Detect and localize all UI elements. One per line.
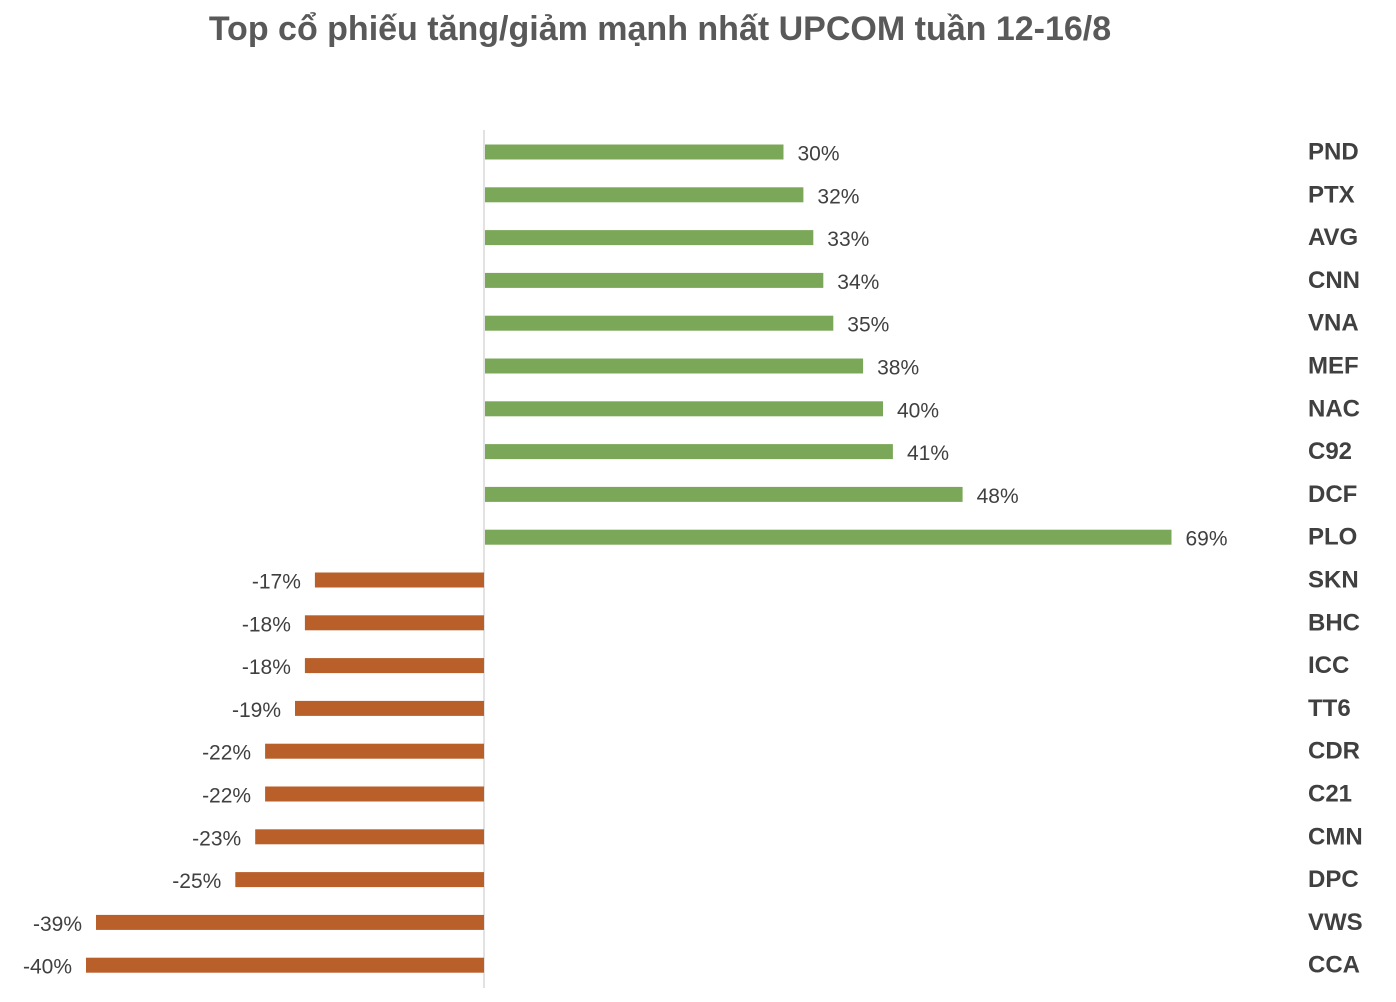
bar-ptx [485, 187, 804, 203]
bar-mef [485, 358, 864, 374]
bar-c92 [485, 444, 893, 460]
category-label-vna: VNA [1308, 310, 1359, 337]
value-label-ptx: 32% [817, 185, 859, 208]
value-label-vna: 35% [847, 314, 889, 337]
value-label-mef: 38% [877, 357, 919, 380]
category-label-tt6: TT6 [1308, 695, 1351, 722]
category-label-c21: C21 [1308, 781, 1352, 808]
bars-group [86, 144, 1172, 973]
category-label-icc: ICC [1308, 652, 1349, 679]
value-label-c21: -22% [202, 785, 251, 808]
category-label-cmn: CMN [1308, 823, 1363, 850]
category-label-ptx: PTX [1308, 181, 1355, 208]
value-label-plo: 69% [1186, 528, 1228, 551]
category-label-dpc: DPC [1308, 866, 1359, 893]
value-label-cmn: -23% [192, 827, 241, 850]
category-label-vws: VWS [1308, 909, 1363, 936]
value-label-dcf: 48% [977, 485, 1019, 508]
bar-pnd [485, 144, 784, 160]
category-label-avg: AVG [1308, 224, 1358, 251]
bar-c21 [265, 786, 484, 802]
category-label-c92: C92 [1308, 438, 1352, 465]
bar-plo [485, 529, 1172, 545]
category-label-nac: NAC [1308, 395, 1360, 422]
bar-bhc [304, 615, 484, 631]
bar-dpc [235, 872, 484, 888]
value-label-cdr: -22% [202, 742, 251, 765]
value-label-cca: -40% [23, 956, 72, 979]
value-label-cnn: 34% [837, 271, 879, 294]
value-label-pnd: 30% [798, 143, 840, 166]
bar-cdr [265, 743, 484, 759]
bar-tt6 [295, 700, 484, 716]
bar-cnn [485, 272, 824, 288]
bar-vna [485, 315, 834, 331]
category-label-cnn: CNN [1308, 267, 1360, 294]
value-label-icc: -18% [242, 656, 291, 679]
value-label-c92: 41% [907, 442, 949, 465]
value-label-dpc: -25% [172, 870, 221, 893]
category-label-skn: SKN [1308, 567, 1359, 594]
value-label-vws: -39% [33, 913, 82, 936]
value-label-nac: 40% [897, 399, 939, 422]
bar-skn [314, 572, 484, 588]
bar-avg [485, 230, 814, 246]
category-label-cdr: CDR [1308, 738, 1360, 765]
category-labels-group: PND PTX AVG CNN VNA MEF NAC C92 DCF PLO SKN BHC ICC T… [1308, 139, 1363, 979]
category-label-plo: PLO [1308, 524, 1357, 551]
bar-dcf [485, 486, 963, 502]
value-label-avg: 33% [827, 228, 869, 251]
bar-vws [96, 914, 484, 930]
bar-cca [86, 957, 484, 973]
value-labels-group: 30% 32% 33% 34% 35% 38% 40% 41% 48% 69% -17% -18% -1… [23, 143, 1228, 979]
category-label-bhc: BHC [1308, 609, 1360, 636]
bar-nac [485, 401, 883, 417]
category-label-dcf: DCF [1308, 481, 1357, 508]
category-label-mef: MEF [1308, 353, 1359, 380]
bar-cmn [255, 829, 484, 845]
value-label-bhc: -18% [242, 613, 291, 636]
bar-icc [304, 658, 484, 674]
value-label-skn: -17% [252, 571, 301, 594]
value-label-tt6: -19% [232, 699, 281, 722]
category-label-pnd: PND [1308, 139, 1359, 166]
chart-title: Top cổ phiếu tăng/giảm mạnh nhất UPCOM t… [208, 10, 1112, 48]
category-label-cca: CCA [1308, 952, 1360, 979]
